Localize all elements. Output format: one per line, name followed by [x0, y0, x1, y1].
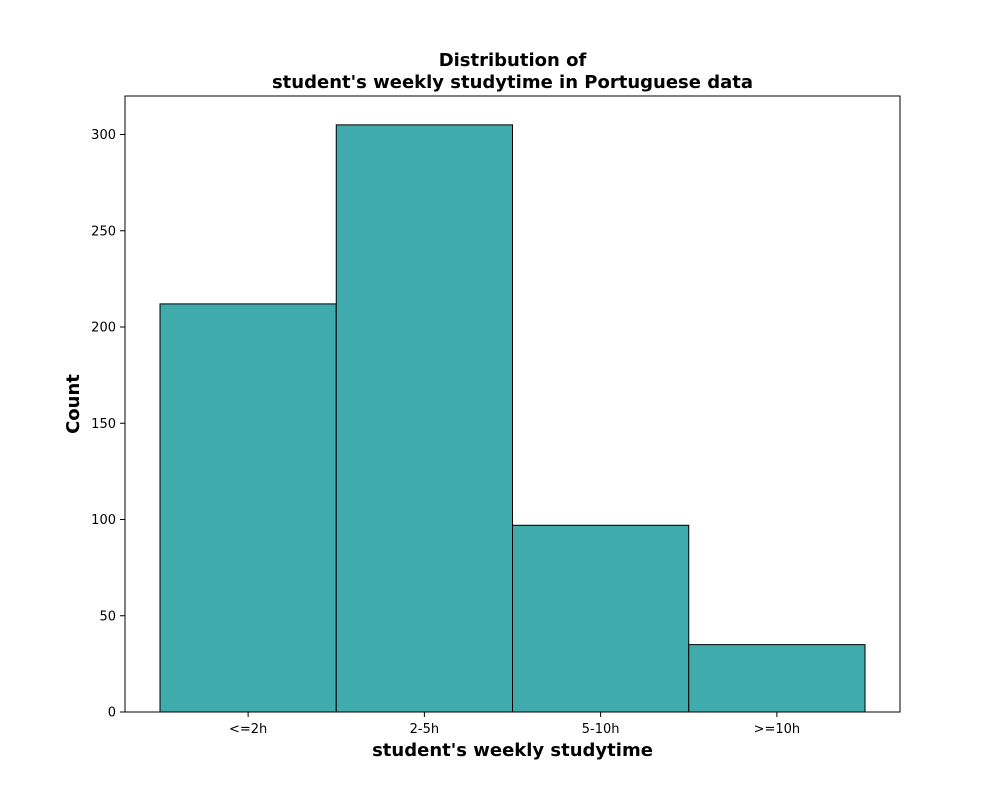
- x-tick-label: <=2h: [229, 722, 267, 737]
- x-tick-label: 5-10h: [582, 722, 620, 737]
- y-tick-label: 50: [99, 609, 116, 624]
- x-axis-label: student's weekly studytime: [372, 740, 653, 761]
- x-tick-label: >=10h: [754, 722, 801, 737]
- y-tick-label: 100: [91, 513, 116, 528]
- y-tick-label: 250: [91, 224, 116, 239]
- chart-title-line-2: student's weekly studytime in Portuguese…: [272, 72, 753, 93]
- bar: [688, 644, 866, 713]
- y-axis: 0 50 100 150 200 250 300: [91, 128, 125, 721]
- bars-group: [159, 124, 866, 713]
- x-axis: <=2h 2-5h 5-10h >=10h: [229, 712, 800, 737]
- y-tick-label: 150: [91, 417, 116, 432]
- y-tick-label: 200: [91, 321, 116, 336]
- y-tick-label: 300: [91, 128, 116, 143]
- bar: [159, 303, 337, 713]
- bar: [512, 524, 690, 713]
- chart-title-line-1: Distribution of: [439, 50, 587, 71]
- x-tick-label: 2-5h: [410, 722, 439, 737]
- y-axis-label: Count: [63, 374, 84, 434]
- plot-frame: [124, 95, 901, 713]
- bar: [335, 124, 513, 713]
- y-tick-label: 0: [108, 706, 116, 721]
